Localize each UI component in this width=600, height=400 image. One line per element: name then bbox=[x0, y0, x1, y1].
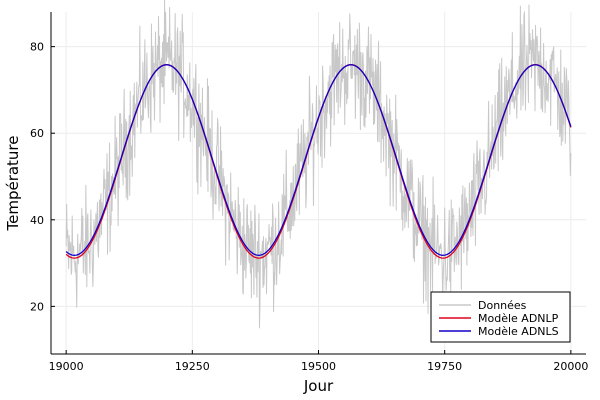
series-layer bbox=[65, 0, 572, 329]
x-tick-label: 19500 bbox=[301, 360, 336, 373]
legend-label-modele-adnlp: Modèle ADNLP bbox=[478, 312, 559, 325]
y-tick-label: 60 bbox=[30, 127, 44, 140]
x-tick-label: 19750 bbox=[427, 360, 462, 373]
legend: Données Modèle ADNLP Modèle ADNLS bbox=[430, 291, 571, 343]
y-tick-label: 80 bbox=[30, 41, 44, 54]
legend-box bbox=[430, 291, 571, 343]
series-donnees-line bbox=[65, 0, 572, 329]
x-tick-label: 19250 bbox=[175, 360, 210, 373]
y-axis-title: Température bbox=[4, 135, 22, 231]
x-tick-label: 20000 bbox=[553, 360, 588, 373]
tick-labels: 19000 19250 19500 19750 20000 20 40 60 80 bbox=[30, 41, 588, 373]
series-modele-adnls-line bbox=[65, 64, 572, 256]
legend-label-donnees: Données bbox=[478, 299, 527, 312]
x-axis-title: Jour bbox=[303, 377, 334, 395]
grid bbox=[51, 12, 586, 354]
y-tick-label: 40 bbox=[30, 214, 44, 227]
legend-label-modele-adnls: Modèle ADNLS bbox=[478, 325, 559, 338]
y-tick-label: 20 bbox=[30, 300, 44, 313]
x-tick-label: 19000 bbox=[49, 360, 84, 373]
